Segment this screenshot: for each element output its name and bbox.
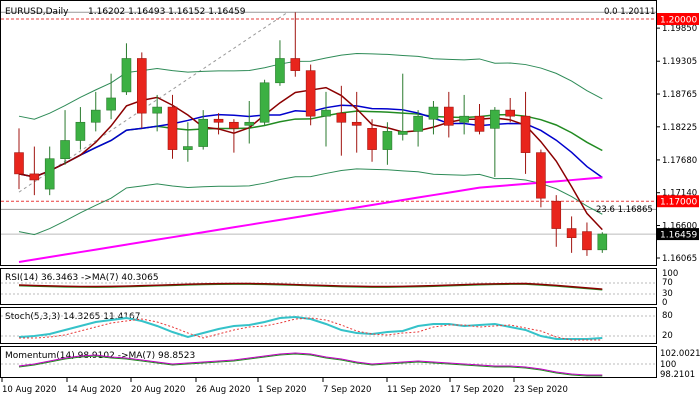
- rsi-axis: 100 70 30 0: [662, 269, 678, 308]
- time-tick-label: 26 Aug 2020: [196, 385, 250, 395]
- momentum-tick-high: 102.0021: [660, 349, 700, 359]
- price-tick-label: 1.16600: [662, 222, 697, 232]
- candle-body: [106, 97, 116, 111]
- stoch-tick-20: 20: [662, 331, 673, 341]
- support-price-tag: 1.17000: [660, 198, 697, 208]
- time-tick-label: 14 Aug 2020: [67, 385, 121, 395]
- rsi-tick-100: 100: [662, 269, 678, 279]
- time-tick-label: 7 Sep 2020: [323, 385, 371, 395]
- time-tick-label: 23 Sep 2020: [514, 385, 568, 395]
- price-tick-label: 1.19850: [662, 24, 697, 34]
- momentum-tick-100: 100: [660, 360, 676, 370]
- stoch-axis: 80 20: [662, 311, 673, 341]
- candle-body: [75, 121, 86, 141]
- sma-55-line: [18, 176, 603, 263]
- price-tick-label: 1.16065: [662, 254, 697, 264]
- time-tick-label: 17 Sep 2020: [450, 385, 504, 395]
- stoch-d-line: [19, 317, 603, 341]
- candle-body: [474, 115, 485, 132]
- candle-body: [167, 106, 178, 150]
- candle-body: [229, 121, 239, 129]
- candle-body: [60, 140, 70, 160]
- candle-body: [198, 118, 208, 147]
- candle-body: [183, 146, 193, 150]
- momentum-line: [18, 352, 603, 376]
- candle-body: [90, 109, 101, 123]
- time-tick-label: 10 Aug 2020: [2, 385, 56, 395]
- stoch-tick-80: 80: [662, 311, 673, 321]
- candle-body: [275, 58, 285, 84]
- price-tick-label: 1.19305: [662, 57, 697, 67]
- candle-body: [536, 152, 546, 199]
- price-plot-area[interactable]: [1, 11, 656, 263]
- candle-body: [382, 131, 393, 150]
- candle-body: [551, 200, 562, 229]
- candle-body: [459, 115, 469, 123]
- price-tick-label: 1.17140: [662, 189, 697, 199]
- resistance-price-tag-bg: [657, 13, 699, 26]
- time-tick-label: 20 Aug 2020: [131, 385, 185, 395]
- candle-body: [582, 231, 592, 251]
- stoch-k-line: [18, 315, 603, 340]
- current-price-tag: 1.16459: [660, 231, 697, 241]
- momentum-axis: 102.0021 100 98.2101: [660, 349, 700, 380]
- stoch-label: Stoch(5,3,3) 14.3265 11.4167: [5, 312, 140, 322]
- ohlc-readout: 1.16202 1.16493 1.16152 1.16459: [88, 7, 246, 17]
- bollinger-upper: [18, 52, 603, 120]
- candle-body: [259, 82, 270, 123]
- candle-body: [505, 109, 516, 117]
- candle-body: [152, 106, 162, 114]
- rsi-line: [18, 282, 603, 290]
- momentum-tick-low: 98.2101: [660, 370, 695, 380]
- stoch-plot-area: [1, 315, 656, 341]
- price-tick-label: 1.18765: [662, 90, 697, 100]
- candle-body: [336, 112, 347, 123]
- candle-body: [490, 109, 500, 129]
- candle-body: [305, 70, 316, 117]
- momentum-panel: [0, 346, 657, 378]
- price-tick-label: 1.17680: [662, 156, 697, 166]
- candle-body: [413, 115, 423, 132]
- candle-body: [397, 131, 408, 135]
- candle-body: [213, 118, 224, 123]
- fib-top-label: 0.0 1.20111: [604, 7, 655, 17]
- price-tick-label: 1.18225: [662, 123, 697, 133]
- momentum-ma-line: [18, 353, 603, 377]
- candle-body: [14, 152, 24, 175]
- time-tick-label: 11 Sep 2020: [387, 385, 441, 395]
- time-axis: 10 Aug 2020 14 Aug 2020 20 Aug 2020 26 Aug …: [1, 378, 568, 395]
- resistance-price-tag: 1.20000: [660, 16, 697, 26]
- candle-body: [321, 109, 331, 117]
- candle-body: [137, 58, 147, 114]
- candle-body: [367, 128, 377, 150]
- candle-body: [443, 106, 454, 126]
- momentum-plot-area: [1, 352, 656, 377]
- rsi-tick-30: 30: [662, 289, 673, 299]
- current-price-tag-bg: [657, 228, 699, 241]
- price-panel: [0, 0, 657, 266]
- candle-body: [597, 233, 608, 251]
- rsi-label: RSI(14) 36.3463 ->MA(7) 40.3065: [5, 273, 159, 283]
- fib-mid-label: 23.6 1.16865: [596, 205, 653, 215]
- rsi-tick-0: 0: [662, 298, 667, 308]
- time-tick-label: 1 Sep 2020: [258, 385, 306, 395]
- price-axis: 1.19850 1.19305 1.18765 1.18225 1.17680 1.171…: [656, 13, 699, 264]
- symbol-title: EURUSD,Daily: [5, 7, 69, 17]
- bollinger-lower: [18, 168, 603, 236]
- candle-body: [244, 121, 255, 126]
- candle-body: [428, 106, 439, 120]
- candle-body: [351, 121, 362, 126]
- candle-body: [520, 115, 531, 153]
- support-price-tag-bg: [657, 195, 699, 208]
- rsi-tick-70: 70: [662, 278, 673, 288]
- candle-body: [121, 58, 132, 93]
- rsi-plot-area: [1, 282, 656, 295]
- candle-body: [566, 228, 577, 238]
- candle-body: [29, 173, 40, 181]
- candle-body: [44, 158, 55, 190]
- candle-body: [290, 58, 301, 71]
